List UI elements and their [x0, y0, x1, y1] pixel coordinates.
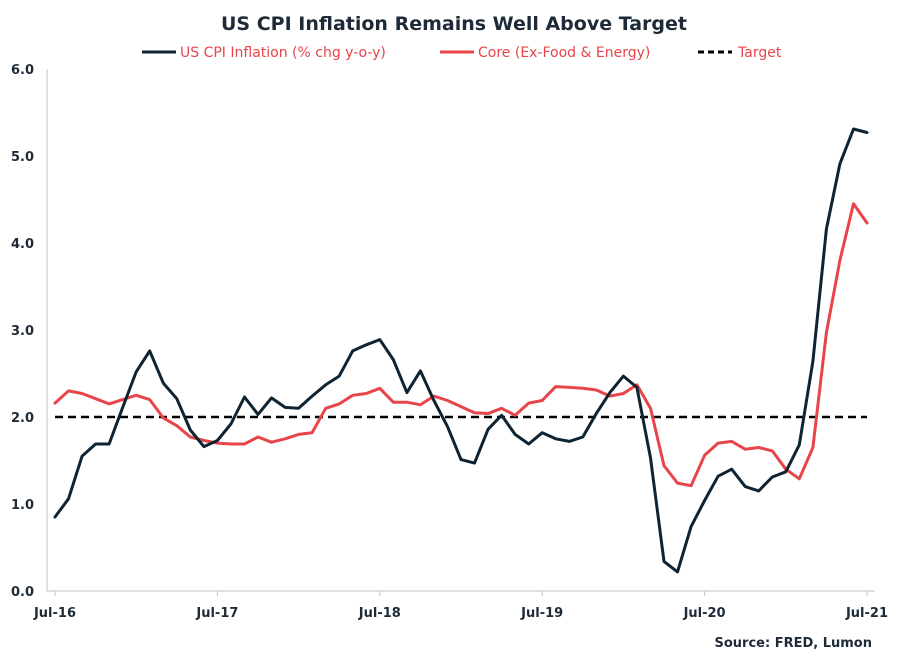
series-line-core-ex-food-energy: [53, 202, 869, 488]
legend-label: Target: [737, 45, 782, 61]
chart-title: US CPI Inflation Remains Well Above Targ…: [221, 13, 687, 35]
x-tick-label: Jul-16: [33, 606, 76, 621]
x-tick-label: Jul-18: [358, 606, 401, 621]
axes: 0.0 1.0 2.0 3.0 4.0 5.0 6.0 Jul-16 Jul-17 Jul-18 J…: [11, 63, 888, 621]
legend-label: US CPI Inflation (% chg y-o-y): [180, 45, 386, 61]
y-tick-label: 5.0: [11, 150, 34, 165]
y-tick-label: 3.0: [11, 324, 34, 339]
x-tick-label: Jul-17: [195, 606, 238, 621]
y-tick-label: 0.0: [11, 585, 34, 600]
y-tick-label: 1.0: [11, 498, 34, 513]
x-tick-label: Jul-21: [845, 606, 888, 621]
series-line-us-cpi-inflation-chg-y-o-y: [53, 127, 869, 574]
x-tick-label: Jul-19: [520, 606, 563, 621]
legend-label: Core (Ex-Food & Energy): [478, 45, 650, 61]
y-tick-label: 6.0: [11, 63, 34, 78]
source-note: Source: FRED, Lumon: [714, 636, 872, 651]
legend: US CPI Inflation (% chg y-o-y) Core (Ex-F…: [142, 45, 782, 61]
x-tick-label: Jul-20: [683, 606, 726, 621]
y-tick-label: 4.0: [11, 237, 34, 252]
y-tick-label: 2.0: [11, 411, 34, 426]
series-layer: [53, 127, 869, 574]
